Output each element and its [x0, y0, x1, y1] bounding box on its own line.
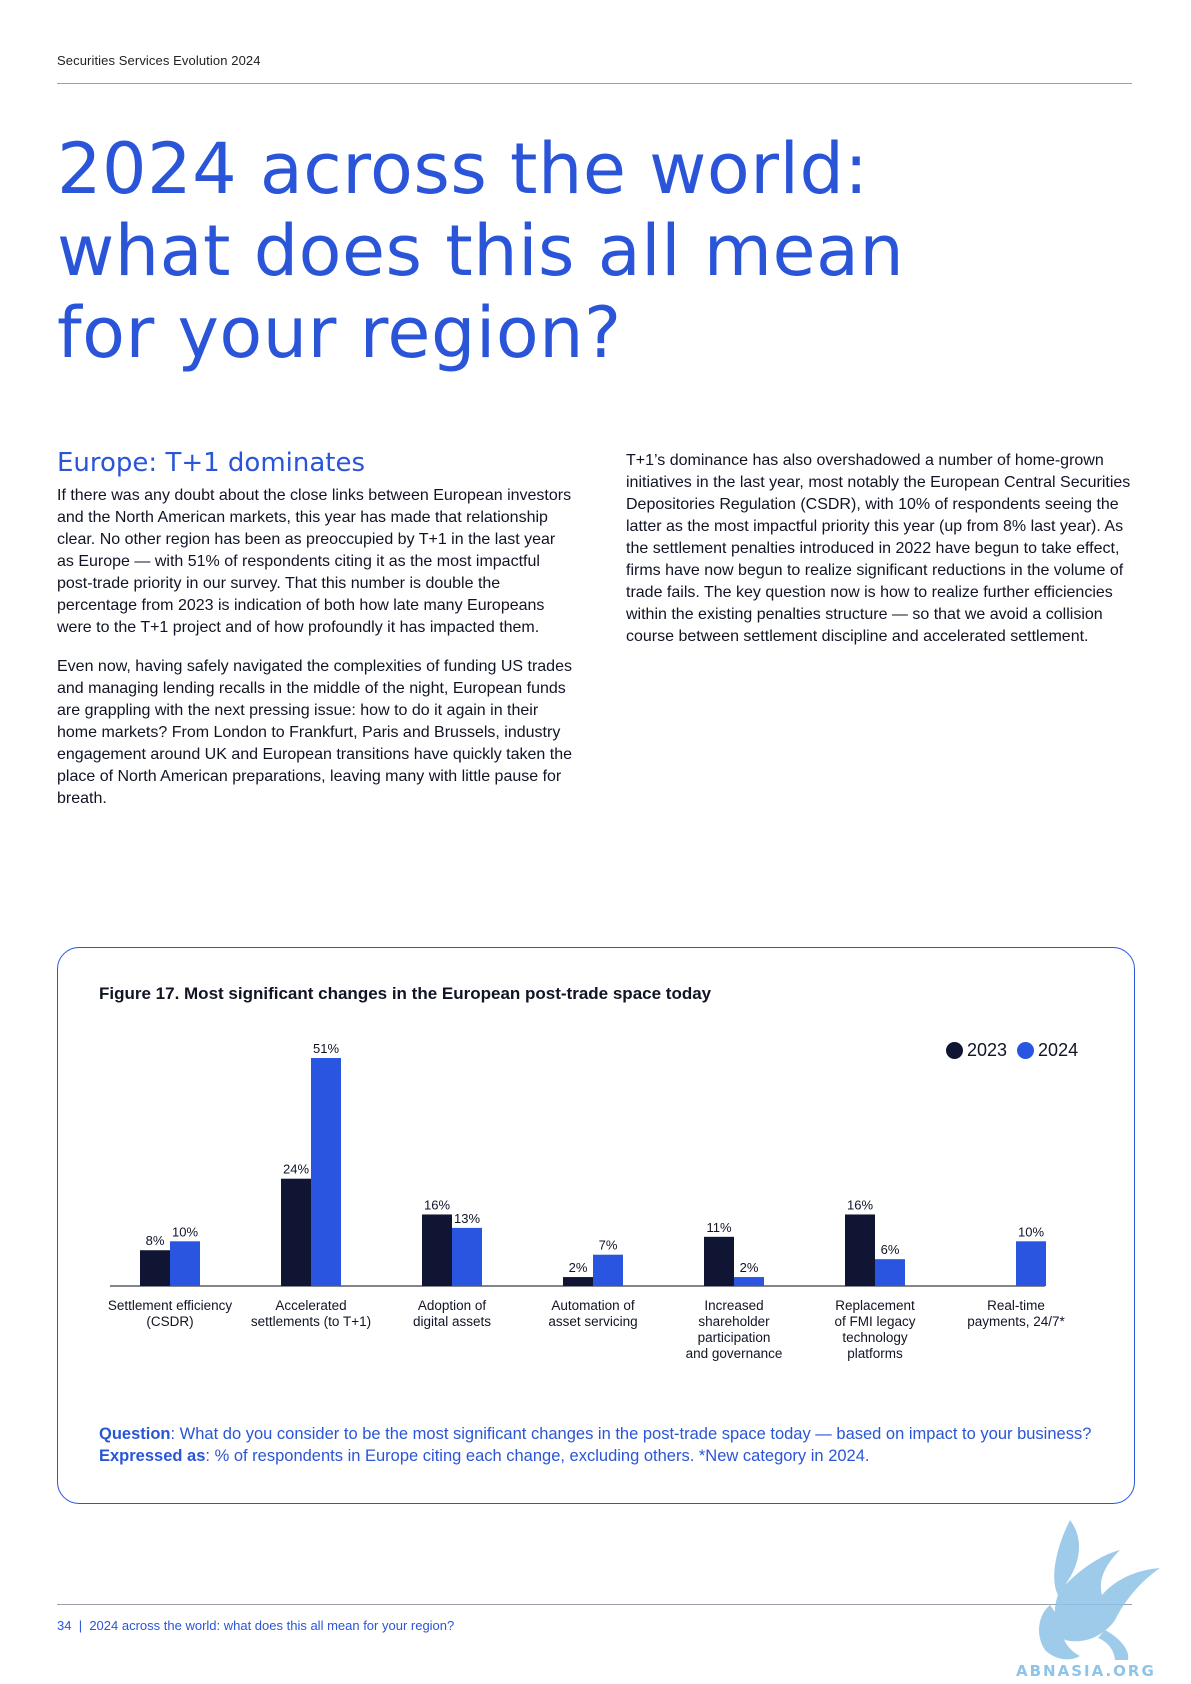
title-line-2: what does this all mean — [57, 210, 905, 292]
left-column: Europe: T+1 dominates If there was any d… — [57, 447, 572, 827]
category-label: Increased shareholder participation and … — [685, 1298, 783, 1361]
question-text: : What do you consider to be the most si… — [170, 1425, 1092, 1443]
section-heading: Europe: T+1 dominates — [57, 448, 366, 478]
figure-question: Question: What do you consider to be the… — [99, 1423, 1109, 1467]
paragraph: T+1’s dominance has also overshadowed a … — [626, 452, 1131, 645]
legend-item-2023: 2023 — [946, 1040, 1007, 1061]
page-title: 2024 across the world: what does this al… — [57, 128, 1107, 374]
chart-legend: 2023 2024 — [946, 1040, 1078, 1061]
footer-separator: | — [78, 1618, 83, 1633]
legend-dot-icon — [946, 1042, 963, 1059]
expressed-label: Expressed as — [99, 1447, 206, 1465]
expressed-text: : % of respondents in Europe citing each… — [205, 1447, 870, 1465]
title-line-3: for your region? — [57, 292, 622, 374]
footer-rule — [57, 1604, 1132, 1605]
running-header: Securities Services Evolution 2024 — [57, 53, 261, 68]
header-rule — [57, 83, 1132, 84]
right-column: T+1’s dominance has also overshadowed a … — [626, 450, 1146, 665]
legend-dot-icon — [1017, 1042, 1035, 1059]
page-number: 34 — [57, 1618, 72, 1633]
question-label: Question — [99, 1425, 171, 1443]
paragraph: If there was any doubt about the close l… — [57, 487, 572, 636]
category-label: Adoption of digital assets — [412, 1298, 492, 1329]
watermark-griffin-logo: ABNASIA.ORG — [1016, 1520, 1160, 1680]
title-line-1: 2024 across the world: — [57, 128, 869, 210]
legend-label: 2023 — [967, 1040, 1008, 1060]
figure-title: Figure 17. Most significant changes in t… — [99, 984, 712, 1003]
paragraph: Even now, having safely navigated the co… — [57, 658, 573, 807]
legend-label: 2024 — [1038, 1040, 1079, 1060]
footer: 34 | 2024 across the world: what does th… — [57, 1618, 454, 1633]
figure-box — [57, 947, 1135, 1504]
watermark-text: ABNASIA.ORG — [1016, 1662, 1156, 1680]
category-label: Real-time payments, 24/7* — [967, 1298, 1065, 1329]
category-label: Automation of asset servicing — [548, 1298, 638, 1329]
legend-item-2024: 2024 — [1017, 1040, 1078, 1061]
category-label: Settlement efficiency (CSDR) — [107, 1298, 233, 1329]
category-label: Replacement of FMI legacy technology pla… — [834, 1298, 916, 1361]
footer-title: 2024 across the world: what does this al… — [89, 1618, 455, 1633]
category-label: Accelerated settlements (to T+1) — [250, 1298, 372, 1329]
